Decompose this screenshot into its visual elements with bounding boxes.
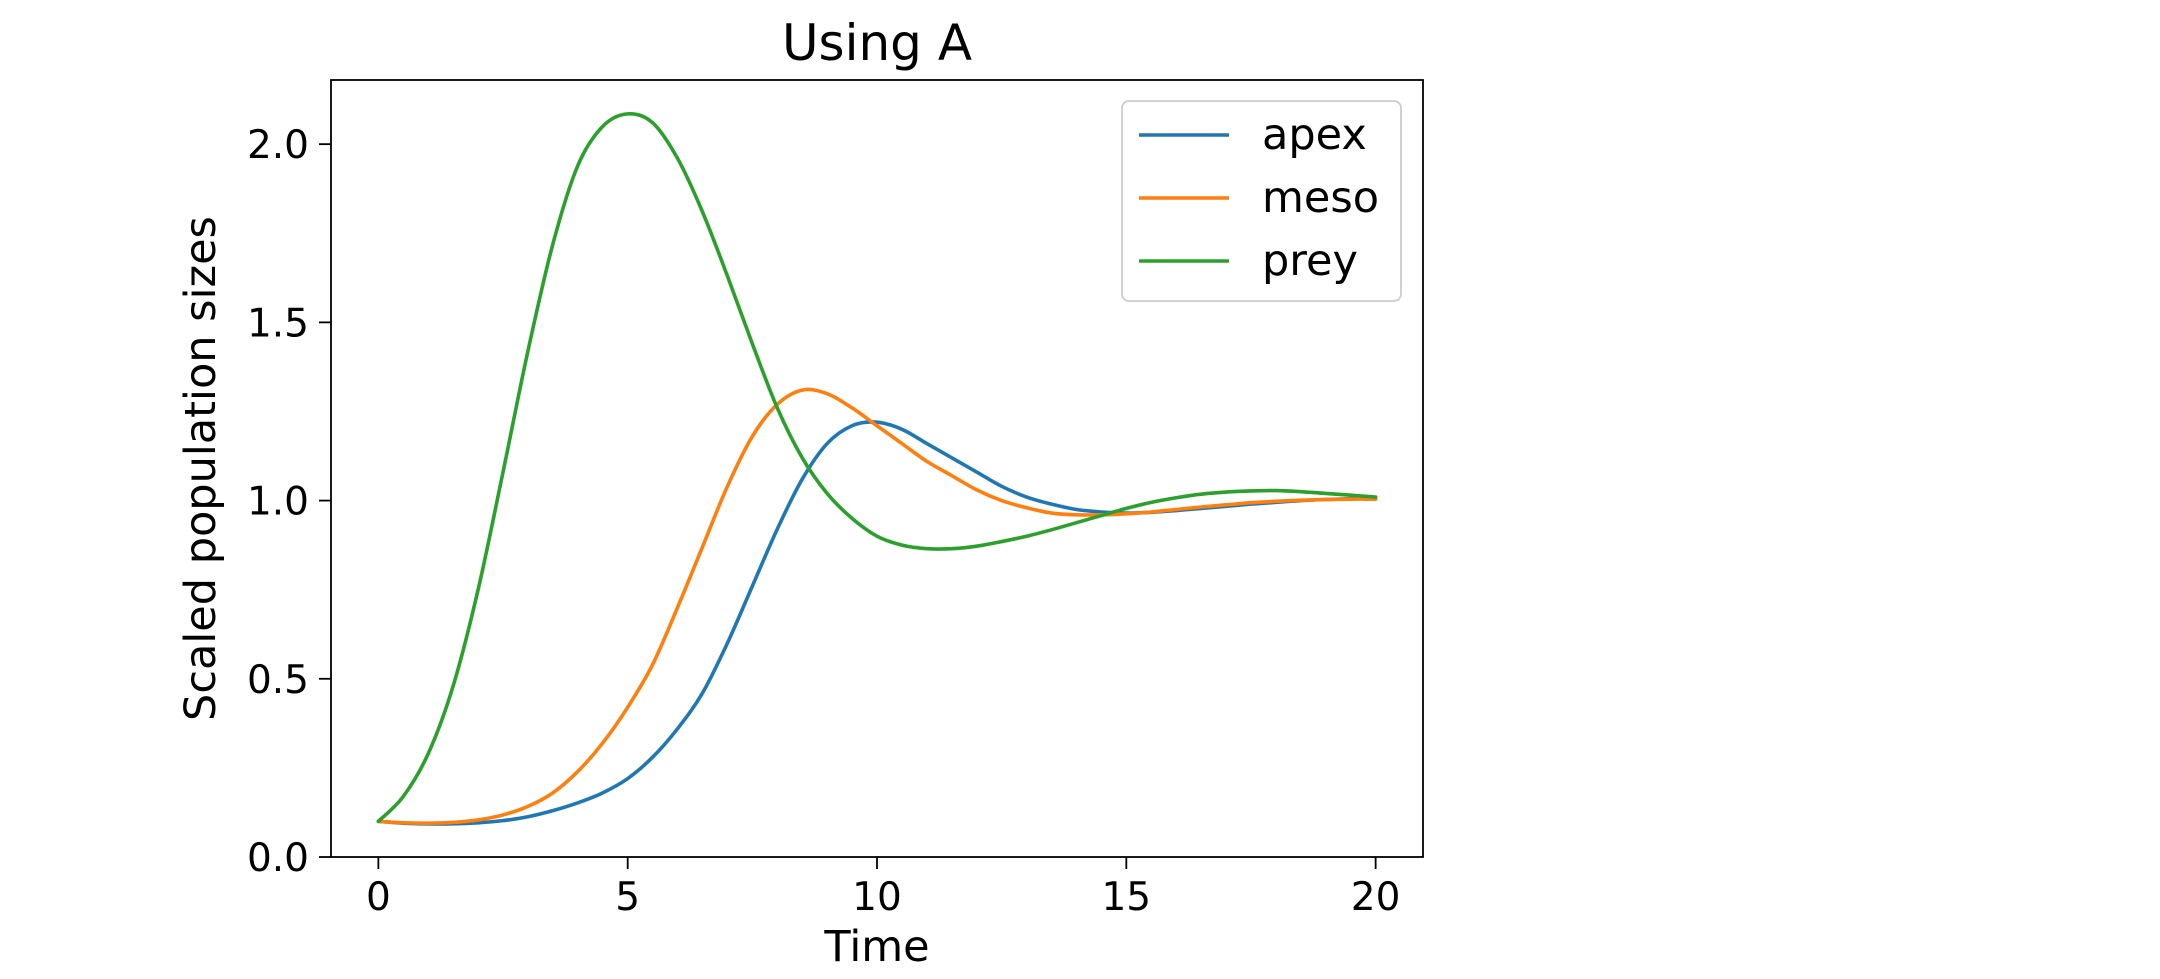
x-axis: 0 5 10 15 20 <box>366 857 1400 920</box>
legend-label-meso: meso <box>1262 173 1379 223</box>
y-axis: 0.0 0.5 1.0 1.5 2.0 <box>247 123 331 881</box>
series-line-prey <box>376 111 1378 824</box>
x-tick-label: 10 <box>852 875 902 920</box>
x-tick-label: 20 <box>1351 875 1401 920</box>
legend-box <box>1121 100 1402 302</box>
x-tick-label: 5 <box>615 875 640 920</box>
y-tick-label: 1.0 <box>247 480 309 525</box>
y-axis-label: Scaled population sizes <box>176 216 226 721</box>
series-line-apex <box>376 420 1378 826</box>
series-lines <box>376 111 1378 826</box>
y-tick-label: 0.5 <box>247 658 309 703</box>
legend-label-prey: prey <box>1262 236 1358 286</box>
x-tick-label: 0 <box>366 875 391 920</box>
series-line-meso <box>376 387 1378 825</box>
x-axis-label: Time <box>823 922 929 972</box>
y-tick-label: 2.0 <box>247 123 309 168</box>
chart-title: Using A <box>782 14 972 72</box>
y-tick-label: 0.0 <box>247 836 309 881</box>
y-tick-label: 1.5 <box>247 301 309 346</box>
legend-label-apex: apex <box>1262 110 1367 160</box>
x-tick-label: 15 <box>1101 875 1151 920</box>
legend: apex meso prey <box>1121 100 1402 302</box>
